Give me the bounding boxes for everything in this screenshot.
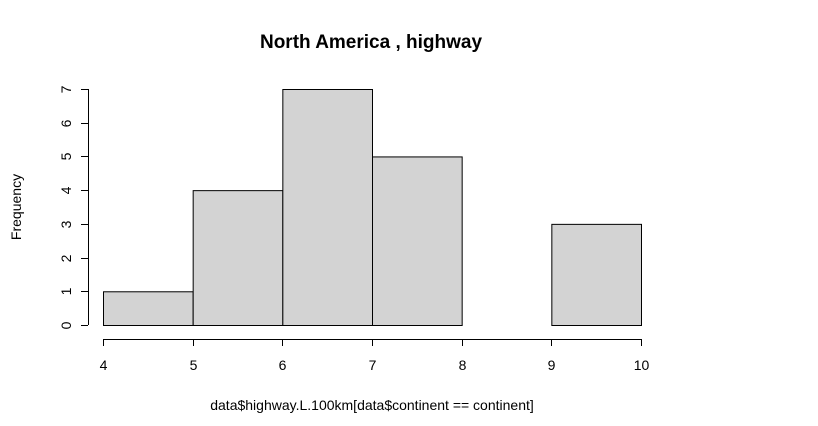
histogram-bar-5 <box>551 223 642 327</box>
x-tick-label: 10 <box>634 357 650 373</box>
bars-group <box>103 89 642 327</box>
y-tick-label: 3 <box>58 220 74 228</box>
y-tick-label: 1 <box>58 287 74 295</box>
y-tick-label: 5 <box>58 152 74 160</box>
x-tick-label: 8 <box>459 357 467 373</box>
histogram-bar-0 <box>103 291 194 326</box>
x-axis-label: data$highway.L.100km[data$continent == c… <box>210 397 534 413</box>
y-tick-label: 4 <box>58 186 74 194</box>
x-tick-label: 9 <box>548 357 556 373</box>
histogram-bar-2 <box>282 89 374 326</box>
y-tick-label: 7 <box>58 85 74 93</box>
x-tick-label: 4 <box>100 357 108 373</box>
x-tick-label: 6 <box>279 357 287 373</box>
histogram-bar-1 <box>192 190 284 326</box>
y-axis: 0 1 2 3 4 5 6 7 <box>58 85 89 329</box>
y-tick-label: 2 <box>58 254 74 262</box>
histogram-bar-3 <box>372 156 463 326</box>
chart-title: North America , highway <box>260 32 482 53</box>
x-tick-label: 7 <box>369 357 377 373</box>
x-tick-label: 5 <box>190 357 198 373</box>
y-axis-label: Frequency <box>8 174 24 240</box>
y-tick-label: 0 <box>58 321 74 329</box>
x-axis: 4 5 6 7 8 9 10 <box>100 339 650 373</box>
y-tick-label: 6 <box>58 119 74 127</box>
